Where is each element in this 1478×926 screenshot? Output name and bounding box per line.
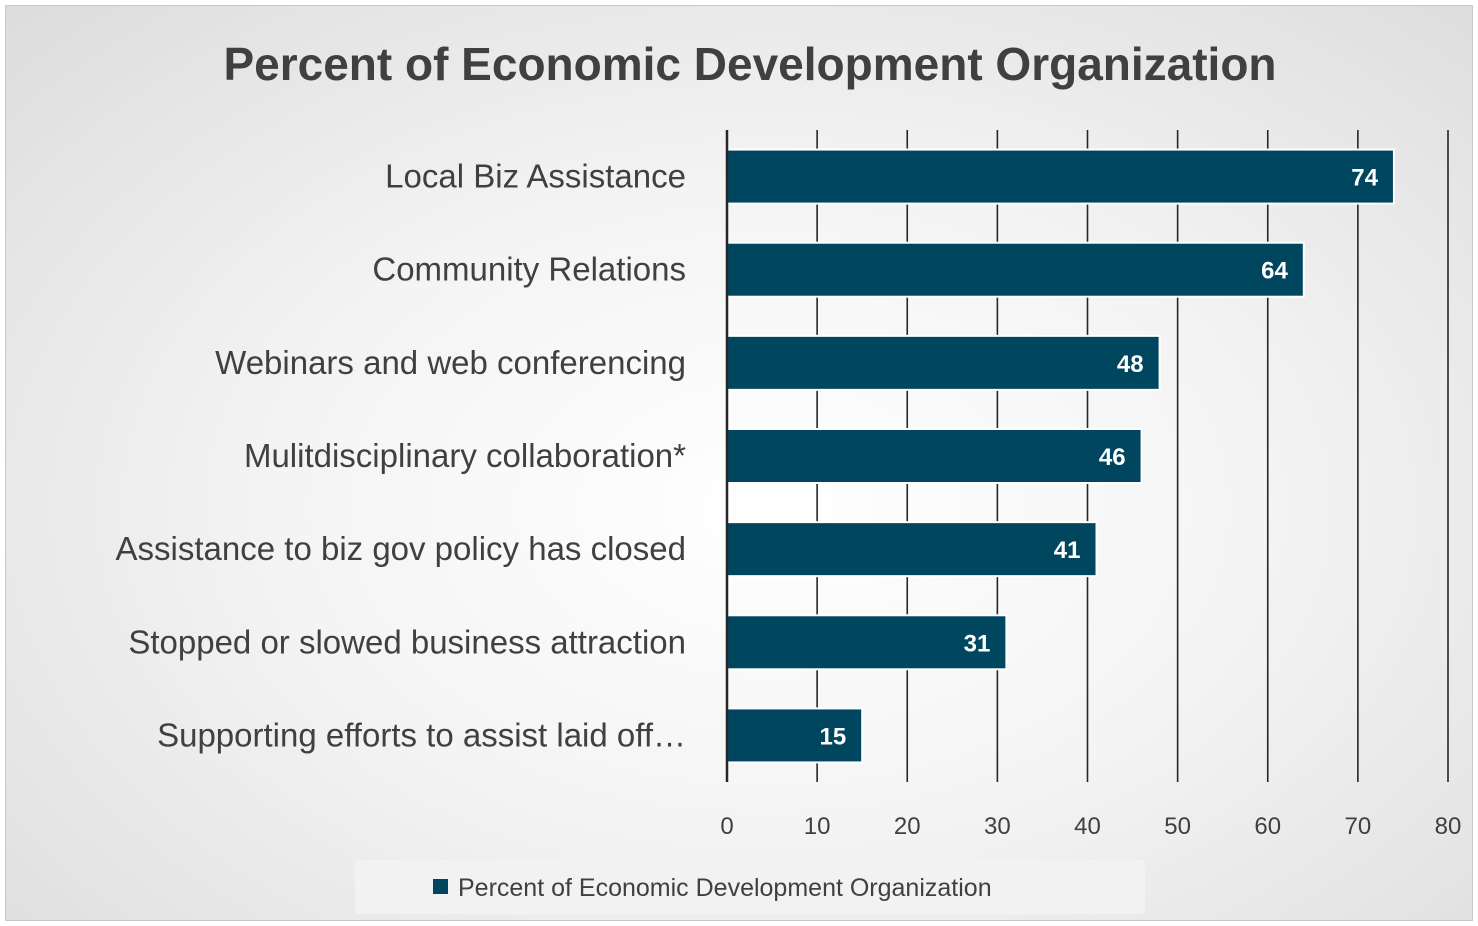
x-tick-label-70: 70 (1345, 813, 1372, 840)
x-tick-label-10: 10 (804, 813, 831, 840)
x-tick-label-40: 40 (1074, 813, 1101, 840)
category-label-1: Local Biz Assistance (385, 158, 686, 195)
bar-6 (726, 614, 1008, 671)
legend-box (355, 860, 1145, 914)
bar-7 (726, 707, 864, 764)
data-label-7: 15 (819, 723, 846, 750)
data-label-2: 64 (1261, 258, 1288, 285)
bar-4 (726, 428, 1143, 484)
bar-3 (726, 334, 1161, 391)
data-label-6: 31 (964, 630, 991, 657)
category-label-4: Mulitdisciplinary collaboration* (244, 437, 686, 474)
category-label-6: Stopped or slowed business attraction (128, 623, 686, 660)
category-label-2: Community Relations (372, 251, 686, 288)
x-tick-label-60: 60 (1254, 813, 1281, 840)
x-tick-label-20: 20 (894, 813, 921, 840)
x-tick-label-80: 80 (1435, 813, 1462, 840)
x-axis-tick-labels: 0 10 20 30 40 50 60 70 80 (720, 813, 1461, 840)
gridlines (816, 130, 1449, 782)
category-label-7: Supporting efforts to assist laid off… (157, 716, 686, 753)
data-label-5: 41 (1054, 537, 1081, 564)
x-tick-label-50: 50 (1164, 813, 1191, 840)
x-tick-label-30: 30 (984, 813, 1011, 840)
category-label-3: Webinars and web conferencing (215, 344, 686, 381)
data-label-1: 74 (1351, 165, 1378, 192)
chart-title: Percent of Economic Development Organiza… (223, 38, 1276, 90)
data-label-4: 46 (1099, 444, 1126, 471)
bar-5 (726, 521, 1098, 578)
legend-label: Percent of Economic Development Organiza… (458, 874, 992, 902)
x-tick-label-0: 0 (720, 813, 733, 840)
data-label-3: 48 (1117, 351, 1144, 378)
bar-2 (726, 241, 1305, 298)
bar-1 (726, 148, 1395, 205)
category-labels: Local Biz Assistance Community Relations W… (116, 158, 687, 754)
legend: Percent of Economic Development Organiza… (355, 860, 1145, 914)
legend-swatch (433, 879, 448, 894)
category-label-5: Assistance to biz gov policy has closed (116, 530, 686, 567)
bars: 74 64 48 46 41 31 15 (725, 130, 1395, 782)
